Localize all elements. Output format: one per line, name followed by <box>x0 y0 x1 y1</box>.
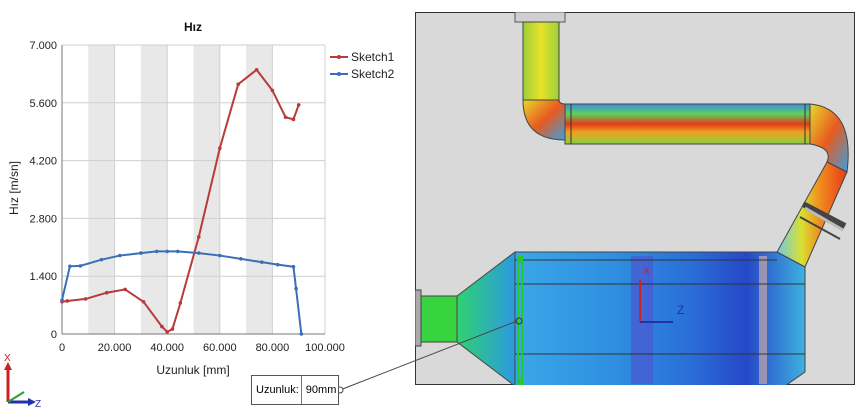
series-point-sketch1 <box>196 235 201 239</box>
plot-band <box>193 45 220 334</box>
y-tick-label: 4.200 <box>29 156 57 168</box>
series-point-sketch1 <box>165 330 169 334</box>
plot-tick-labels: 0 20.000 40.000 60.000 80.000 100.000 0 1.400 2.… <box>29 40 344 354</box>
x-axis-title: Uzunluk [mm] <box>156 363 229 377</box>
sketch-endpoint <box>517 379 523 385</box>
model-triad: Z X <box>639 266 684 323</box>
triad-x-arrow <box>4 362 12 370</box>
outlet-flange <box>514 12 566 23</box>
legend-marker <box>337 55 341 59</box>
y-tick-label: 1.400 <box>29 271 57 283</box>
series-point-sketch2 <box>118 253 122 258</box>
series-point-sketch2 <box>60 298 64 302</box>
series-point-sketch1 <box>104 290 109 295</box>
series-point-sketch2 <box>218 253 222 258</box>
series-point-sketch2 <box>175 249 180 254</box>
series-point-sketch1 <box>141 299 146 304</box>
series-point-sketch1 <box>236 82 241 87</box>
x-tick-label: 0 <box>59 342 65 354</box>
series-point-sketch2 <box>299 332 304 336</box>
y-axis-title: Hız [m/sn] <box>7 161 21 215</box>
plot-axes <box>61 45 325 335</box>
triad-z-arrow <box>28 398 36 406</box>
series-point-sketch1 <box>170 327 175 331</box>
series-point-sketch2 <box>291 264 296 269</box>
view-triad: X Z <box>4 353 41 410</box>
vertical-pipe <box>522 21 560 101</box>
baffle-plate <box>759 256 767 384</box>
probe-value: 90mm <box>305 384 337 396</box>
x-tick-label: 60.000 <box>203 342 237 354</box>
series-point-sketch2 <box>294 286 298 291</box>
legend-label: Sketch1 <box>351 50 395 64</box>
plot-band <box>88 45 115 334</box>
series-point-sketch2 <box>165 249 169 254</box>
series-point-sketch1 <box>291 117 296 122</box>
flange-ring <box>799 216 841 240</box>
chart-legend: Sketch1 Sketch2 <box>330 50 395 81</box>
chamber-body <box>514 251 806 385</box>
series-point-sketch1 <box>218 146 222 151</box>
velocity-chart: Hız 0 20.000 40.000 60.000 80.000 100.000 0 1.4… <box>4 20 395 410</box>
y-tick-label: 5.600 <box>29 98 57 110</box>
series-point-sketch1 <box>160 324 164 329</box>
flange-ring <box>801 201 847 229</box>
flange-ring <box>804 206 844 232</box>
inlet-pipe <box>420 295 458 343</box>
x-tick-label: 40.000 <box>150 342 184 354</box>
triad-x-label: X <box>4 353 11 364</box>
x-tick-label: 80.000 <box>256 342 290 354</box>
series-point-sketch2 <box>239 257 243 261</box>
series-point-sketch1 <box>123 287 127 292</box>
x-tick-label: 20.000 <box>98 342 132 354</box>
series-point-sketch2 <box>68 264 72 269</box>
y-tick-label: 0 <box>51 329 57 341</box>
series-point-sketch1 <box>254 67 259 72</box>
probe-label: Uzunluk: <box>252 376 302 404</box>
plot-bands <box>88 45 273 334</box>
series-point-sketch2 <box>196 251 201 255</box>
series-point-sketch1 <box>178 301 183 305</box>
outlet-pipe <box>514 12 849 268</box>
riser-flange <box>799 201 847 240</box>
legend-marker <box>337 72 341 76</box>
model-triad-z-label: Z <box>677 303 684 317</box>
triad-y-axis <box>7 391 25 403</box>
y-tick-label: 7.000 <box>29 40 57 52</box>
plot-band <box>140 45 168 334</box>
probe-readout[interactable]: Uzunluk: 90mm <box>251 375 339 405</box>
plot-grid <box>62 44 326 334</box>
legend-label: Sketch2 <box>351 67 395 81</box>
inlet-flange <box>415 289 422 347</box>
main-chamber <box>514 251 806 385</box>
series-point-sketch2 <box>260 260 264 264</box>
series-point-sketch1 <box>270 88 275 93</box>
series-point-sketch1 <box>283 115 288 120</box>
triad-z-label: Z <box>35 399 41 410</box>
series-point-sketch2 <box>78 264 83 268</box>
sketch-endpoint <box>517 256 523 262</box>
y-tick-label: 2.800 <box>29 213 57 225</box>
series-point-sketch1 <box>65 299 70 303</box>
x-tick-label: 100.000 <box>305 342 345 354</box>
section-plane <box>631 256 653 384</box>
chart-title: Hız <box>184 20 202 34</box>
cfd-viewport[interactable]: Z X <box>415 12 855 385</box>
plot-band <box>246 45 273 334</box>
series-point-sketch1 <box>83 297 88 301</box>
series-point-sketch2 <box>99 257 104 262</box>
series-point-sketch2 <box>139 251 143 255</box>
model-triad-x-label: X <box>643 266 650 277</box>
series-point-sketch2 <box>275 262 280 267</box>
horizontal-pipe <box>564 103 811 145</box>
plot-series <box>60 67 304 336</box>
series-line-sketch1 <box>61 68 300 334</box>
series-point-sketch2 <box>154 249 159 254</box>
series-point-sketch1 <box>296 103 301 107</box>
